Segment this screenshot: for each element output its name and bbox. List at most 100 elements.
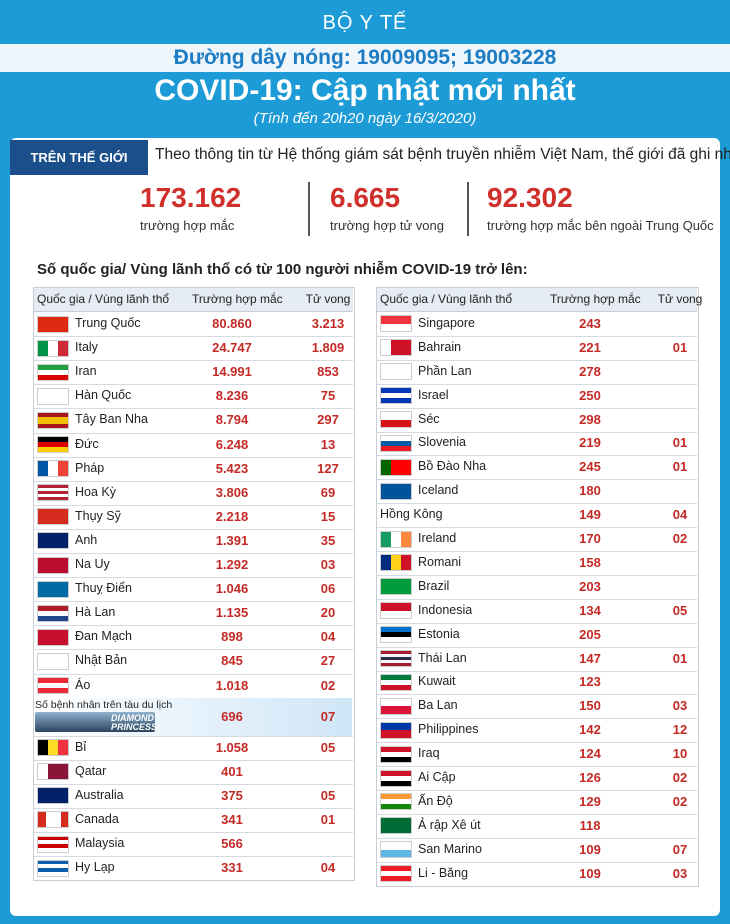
cases: 1.018 bbox=[215, 677, 249, 693]
flag-stripe bbox=[381, 388, 411, 394]
flag-stripe bbox=[38, 740, 48, 756]
country: Đan Mạch bbox=[75, 629, 132, 644]
flag-stripe bbox=[38, 764, 48, 780]
flag-stripe bbox=[391, 459, 401, 475]
row-line bbox=[34, 432, 353, 434]
flag-stripe bbox=[381, 412, 411, 420]
row-line bbox=[377, 527, 697, 529]
flag-stripe bbox=[58, 340, 68, 356]
flag-stripe bbox=[53, 812, 61, 828]
flag-stripe bbox=[381, 364, 411, 380]
cases: 149 bbox=[579, 507, 601, 523]
flag-stripe bbox=[38, 340, 48, 356]
country: Thuỵ Điển bbox=[75, 581, 132, 596]
flag-stripe bbox=[381, 818, 411, 834]
flag-stripe bbox=[58, 764, 68, 780]
flag bbox=[37, 787, 69, 805]
flag-stripe bbox=[381, 393, 411, 399]
cases: 14.991 bbox=[212, 364, 252, 380]
deaths: 02 bbox=[672, 793, 688, 809]
flag-stripe bbox=[381, 651, 411, 655]
cases: 142 bbox=[579, 722, 601, 738]
cases: 180 bbox=[579, 483, 601, 499]
cases: 118 bbox=[579, 817, 601, 833]
cases: 205 bbox=[579, 626, 601, 642]
flag bbox=[380, 817, 412, 835]
flag-stripe bbox=[38, 491, 68, 495]
flag-stripe bbox=[381, 610, 411, 619]
cases: 341 bbox=[221, 811, 243, 827]
cases: 203 bbox=[579, 578, 601, 594]
flag-stripe bbox=[381, 637, 411, 643]
flag-stripe bbox=[381, 419, 411, 428]
flag-stripe bbox=[381, 340, 391, 356]
flag-stripe bbox=[38, 420, 68, 425]
cases: 2.218 bbox=[215, 508, 249, 524]
flag-stripe bbox=[38, 615, 68, 621]
flag-stripe bbox=[381, 660, 411, 664]
flag-stripe bbox=[38, 412, 68, 417]
intro-text: Theo thông tin từ Hệ thống giám sát bệnh… bbox=[155, 146, 730, 163]
country: Thụy Sỹ bbox=[75, 508, 121, 523]
flag-stripe bbox=[58, 740, 68, 756]
row-line bbox=[34, 336, 353, 338]
row-line bbox=[377, 766, 697, 768]
country: Thái Lan bbox=[418, 650, 467, 665]
country: Qatar bbox=[75, 763, 107, 778]
deaths: 10 bbox=[672, 746, 688, 762]
row-line bbox=[34, 807, 353, 809]
flag-stripe bbox=[38, 836, 68, 841]
flag-stripe bbox=[38, 840, 68, 845]
deaths: 15 bbox=[320, 508, 336, 524]
cases: 845 bbox=[221, 653, 243, 669]
table bbox=[33, 287, 355, 882]
row-line bbox=[34, 735, 353, 737]
header-cell: Quốc gia / Vùng lãnh thổ bbox=[37, 292, 170, 306]
cases: 898 bbox=[221, 629, 243, 645]
flag bbox=[37, 315, 69, 333]
flag-stripe bbox=[48, 461, 58, 477]
deaths: 20 bbox=[320, 605, 336, 621]
deaths: 853 bbox=[317, 364, 339, 380]
cases: 170 bbox=[579, 531, 601, 547]
country: Bỉ bbox=[75, 739, 87, 754]
flag-stripe bbox=[38, 688, 68, 694]
deaths: 02 bbox=[672, 770, 688, 786]
flag-stripe bbox=[381, 866, 411, 872]
flag bbox=[380, 769, 412, 787]
deaths: 05 bbox=[320, 787, 336, 803]
cases: 80.860 bbox=[212, 316, 252, 332]
country: Phần Lan bbox=[418, 363, 472, 378]
cases: 134 bbox=[579, 602, 601, 618]
row-line bbox=[377, 622, 697, 624]
flag-stripe bbox=[381, 555, 391, 571]
cases: 1.046 bbox=[215, 581, 249, 597]
flag bbox=[380, 673, 412, 691]
cases: 24.747 bbox=[212, 340, 252, 356]
flag-stripe bbox=[381, 654, 411, 658]
flag bbox=[380, 554, 412, 572]
country: Iran bbox=[75, 364, 97, 379]
flag bbox=[37, 411, 69, 429]
header-cell: Tử vong bbox=[305, 292, 351, 306]
flag bbox=[37, 835, 69, 853]
flag bbox=[380, 530, 412, 548]
stat-label: trường hợp mắc bên ngoài Trung Quốc bbox=[487, 218, 714, 233]
row-label: Số bệnh nhân trên tàu du lịch bbox=[35, 698, 173, 711]
row-line bbox=[377, 837, 697, 839]
flag bbox=[37, 763, 69, 781]
country: Li - Băng bbox=[418, 865, 469, 880]
row-line bbox=[34, 360, 353, 362]
flag-stripe bbox=[38, 788, 68, 804]
country: Slovenia bbox=[418, 435, 466, 450]
flag bbox=[380, 697, 412, 715]
row-line bbox=[377, 790, 697, 791]
ship-label: DIAMOND PRINCESS bbox=[111, 712, 158, 732]
flag-stripe bbox=[48, 340, 58, 356]
flag bbox=[380, 434, 412, 452]
ship-image bbox=[35, 711, 155, 732]
flag bbox=[37, 811, 69, 829]
row-line bbox=[34, 504, 353, 506]
flag-stripe bbox=[391, 340, 401, 356]
flag-stripe bbox=[38, 605, 68, 611]
